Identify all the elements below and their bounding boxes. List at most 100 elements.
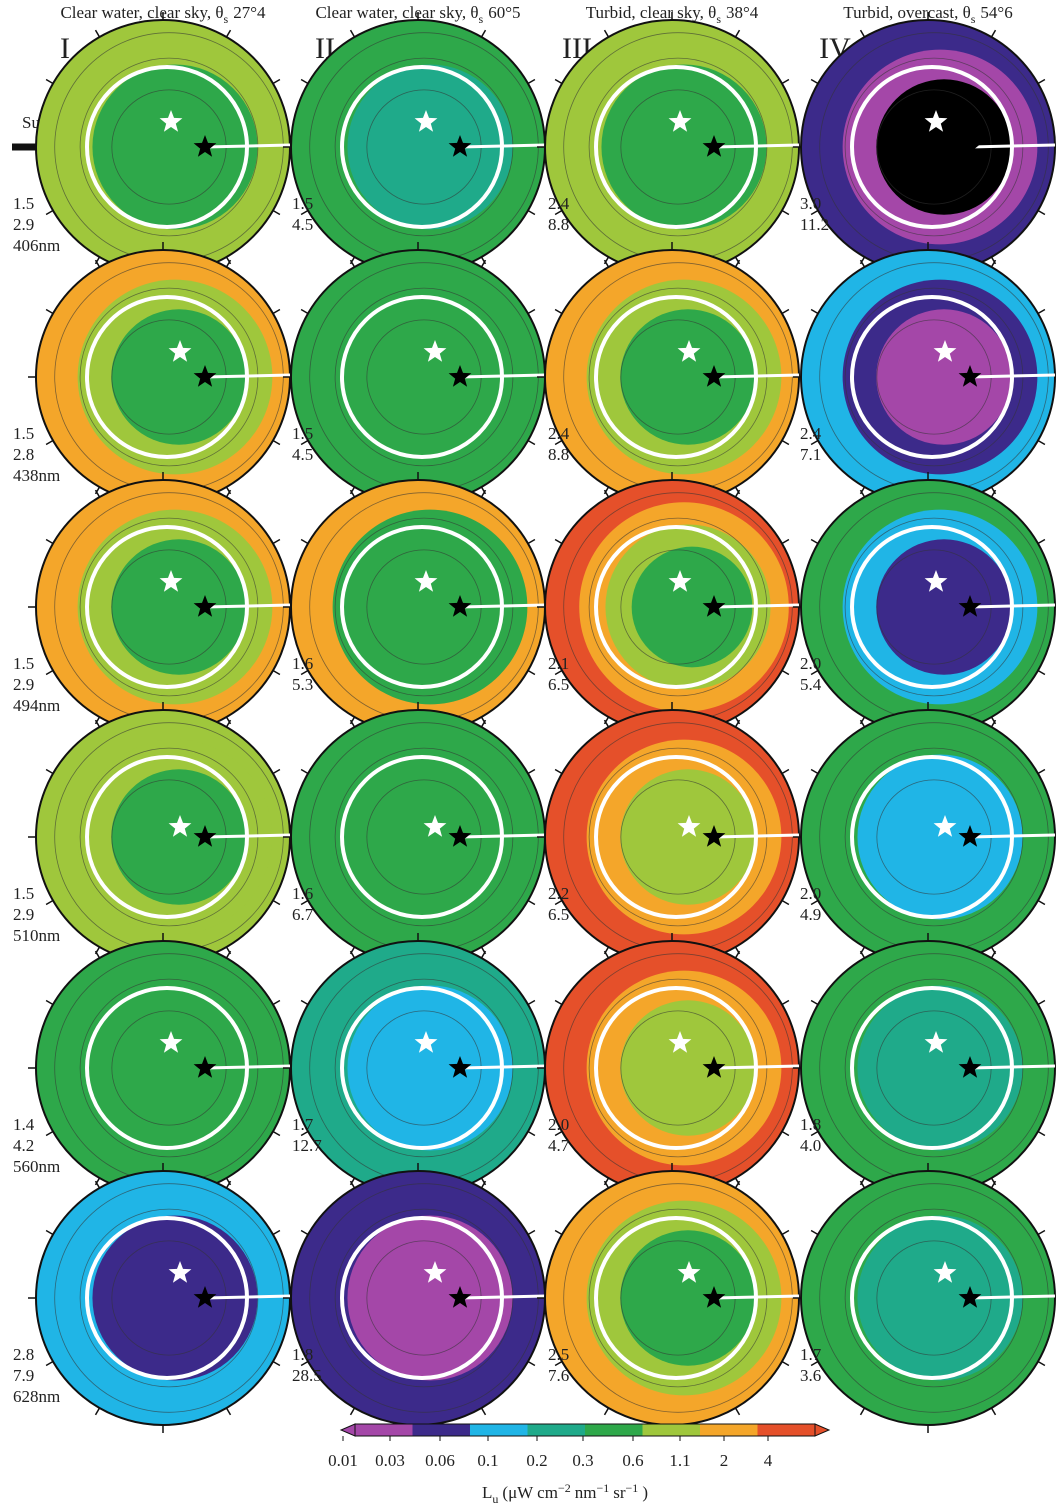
- radiance-region: [347, 754, 513, 920]
- panel-value: 4.5: [292, 215, 313, 234]
- angle-tick: [45, 78, 54, 85]
- colorbar-border: [354, 1423, 816, 1437]
- angle-tick: [781, 999, 790, 1006]
- angle-tick: [810, 899, 819, 906]
- angle-tick: [810, 308, 819, 315]
- sun-azimuth-line: [459, 1294, 546, 1300]
- angle-tick: [810, 669, 819, 676]
- radiance-region: [857, 985, 1023, 1151]
- title-text: Clear water, clear sky, θ: [315, 3, 478, 22]
- angle-tick: [527, 538, 536, 545]
- title-text: Clear water, clear sky, θ: [60, 3, 223, 22]
- nadir-star: [448, 365, 472, 387]
- sun-azimuth-line: [969, 1064, 1056, 1070]
- angle-tick: [990, 1177, 997, 1186]
- angle-tick: [603, 1177, 610, 1186]
- nadir-star: [958, 595, 982, 617]
- angle-tick: [990, 719, 997, 728]
- angle-tick: [225, 1180, 232, 1189]
- column-title: Clear water, clear sky, θs 60°5: [315, 3, 520, 26]
- sun-azimuth-line: [459, 1064, 546, 1070]
- radiance-region: [620, 1230, 756, 1366]
- angle-tick: [603, 256, 610, 265]
- polar-panel: [537, 472, 807, 742]
- radiance-region: [857, 1215, 1023, 1381]
- polar-panel: [793, 933, 1056, 1203]
- angle-tick: [734, 259, 741, 268]
- colorbar-tick-label: 0.03: [375, 1451, 405, 1470]
- angle-tick: [554, 308, 563, 315]
- angle-tick: [1037, 899, 1046, 906]
- angle-tick: [45, 899, 54, 906]
- view-star: [677, 815, 701, 837]
- angle-tick: [349, 259, 356, 268]
- panel-value: 1.8: [292, 1345, 313, 1364]
- panel-value: 2.5: [548, 1345, 569, 1364]
- polar-panel: [793, 472, 1056, 742]
- angle-tick: [225, 1177, 232, 1186]
- angle-tick: [1037, 999, 1046, 1006]
- angle-tick: [94, 29, 101, 38]
- sun-azimuth-line: [204, 833, 291, 839]
- radiance-region: [876, 539, 1012, 675]
- colorbar-tick-label: 0.1: [477, 1451, 498, 1470]
- nadir-star: [702, 825, 726, 847]
- colorbar-segment: [700, 1424, 758, 1436]
- panel-value: 2.4: [548, 424, 570, 443]
- angle-tick: [554, 768, 563, 775]
- label-part: (μW cm: [502, 1483, 558, 1502]
- colorbar-tick-label: 0.3: [572, 1451, 593, 1470]
- angle-tick: [734, 716, 741, 725]
- colorbar-tick-label: 2: [720, 1451, 729, 1470]
- panel-value: 2.2: [548, 884, 569, 903]
- panel-value: 4.9: [800, 905, 821, 924]
- angle-tick: [734, 950, 741, 959]
- angle-tick: [859, 489, 866, 498]
- angle-tick: [603, 719, 610, 728]
- radiance-region: [347, 985, 513, 1151]
- angle-tick: [94, 486, 101, 495]
- angle-tick: [349, 1407, 356, 1416]
- panel-value: 8.8: [548, 215, 569, 234]
- nadir-star: [702, 1286, 726, 1308]
- angle-tick: [300, 308, 309, 315]
- angle-tick: [603, 716, 610, 725]
- angle-tick: [349, 256, 356, 265]
- colorbar-segment: [355, 1424, 413, 1436]
- view-star: [668, 1031, 692, 1053]
- view-star: [677, 340, 701, 362]
- polar-panel: [793, 702, 1056, 972]
- sun-azimuth-line: [204, 1294, 291, 1300]
- view-star: [933, 815, 957, 837]
- radiance-region: [631, 546, 753, 668]
- panel-value: 3.6: [800, 1366, 821, 1385]
- panel-value: 6.5: [548, 675, 569, 694]
- label-part: −2: [558, 1481, 571, 1495]
- column-title: Turbid, overcast, θs 54°6: [843, 3, 1012, 26]
- nadir-star: [448, 825, 472, 847]
- angle-tick: [45, 1360, 54, 1367]
- angle-tick: [225, 716, 232, 725]
- angle-tick: [527, 999, 536, 1006]
- label-part: −1: [596, 1481, 609, 1495]
- angle-tick: [527, 768, 536, 775]
- angle-tick: [603, 1180, 610, 1189]
- angle-tick: [272, 768, 281, 775]
- radiance-region: [601, 64, 767, 230]
- angle-tick: [480, 29, 487, 38]
- angle-tick: [225, 486, 232, 495]
- sun-azimuth-line: [969, 373, 1056, 379]
- contour: [563, 1183, 793, 1413]
- title-text: 60°5: [488, 3, 520, 22]
- nadir-star: [958, 1056, 982, 1078]
- nadir-star: [958, 1286, 982, 1308]
- sun-azimuth-line: [713, 833, 800, 839]
- angle-tick: [300, 209, 309, 216]
- panel-value: 4.7: [548, 1136, 570, 1155]
- radiance-region: [111, 309, 247, 445]
- column-numeral: I: [60, 32, 70, 65]
- angle-tick: [225, 950, 232, 959]
- angle-tick: [480, 950, 487, 959]
- angle-tick: [45, 1229, 54, 1236]
